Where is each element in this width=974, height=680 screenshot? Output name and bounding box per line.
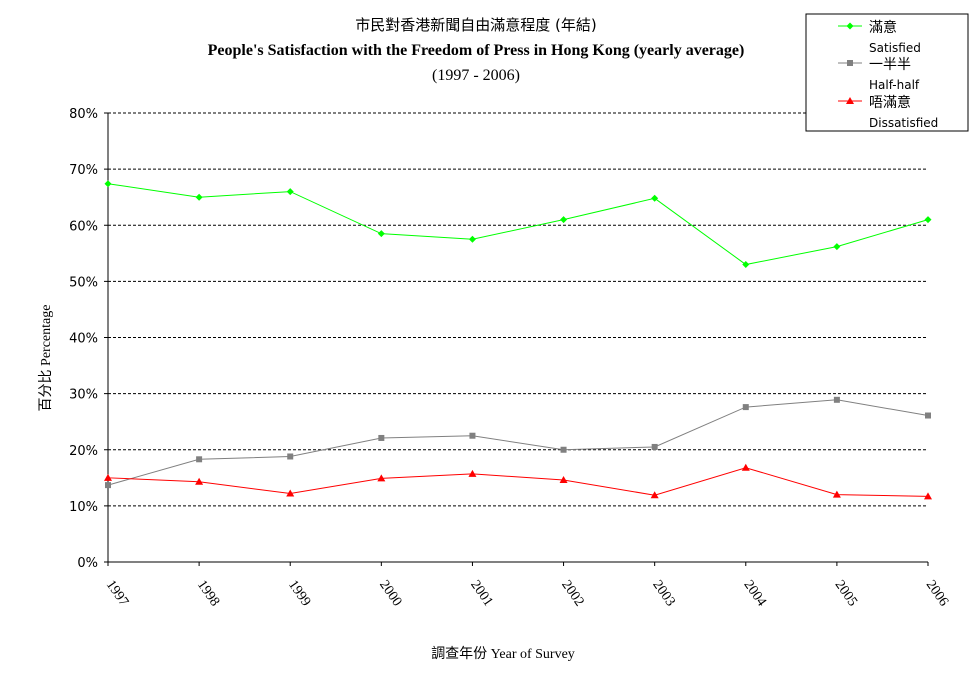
x-tick-label: 2000 (376, 578, 404, 610)
legend-label-zh: 一半半 (869, 57, 911, 73)
data-point (560, 216, 568, 224)
chart-subtitle: (1997 - 2006) (432, 67, 520, 84)
data-point (924, 492, 932, 500)
legend-label-zh: 滿意 (869, 19, 897, 36)
legend-label-en: Half-half (869, 78, 920, 92)
x-tick-label: 2002 (558, 578, 586, 610)
series-satisfied (104, 180, 932, 269)
data-point (742, 404, 749, 411)
legend-swatch-marker (846, 22, 854, 30)
legend-box (805, 13, 969, 132)
data-point (378, 434, 385, 441)
x-tick-label: 1999 (285, 578, 313, 610)
data-point (924, 216, 932, 224)
y-axis-title: 百分比 Percentage (38, 305, 54, 412)
data-point (469, 432, 476, 439)
series-half-half (105, 396, 931, 489)
series-dissatisfied (104, 463, 932, 500)
y-tick-label: 60% (69, 219, 98, 234)
x-axis-ticks: 1997 1998 1999 2000 2001 2002 2003 2004 2005 2006 (103, 562, 951, 609)
data-point (377, 474, 386, 482)
data-point (196, 456, 203, 463)
data-point (468, 469, 477, 477)
y-tick-label: 10% (69, 500, 98, 515)
legend-label-en: Dissatisfied (869, 116, 938, 130)
data-point (287, 453, 294, 460)
y-tick-label: 30% (69, 388, 98, 403)
data-point (741, 463, 750, 471)
series-line (107, 183, 929, 266)
data-point (833, 396, 840, 403)
y-tick-label: 70% (69, 163, 98, 178)
legend-items: 滿意 Satisfied 一半半 Half-half 唔滿意 Dissatisfied (838, 19, 938, 130)
data-point (286, 188, 294, 196)
data-point (286, 489, 295, 497)
x-tick-label: 1998 (194, 578, 222, 610)
series-line (107, 399, 929, 486)
data-point (559, 476, 568, 484)
x-axis-title: 調查年份 Year of Survey (431, 646, 575, 662)
data-point (925, 412, 931, 419)
data-point (651, 443, 658, 450)
data-point (832, 490, 841, 498)
data-point (377, 230, 385, 238)
x-tick-label: 2006 (923, 578, 951, 610)
legend-label-en: Satisfied (869, 41, 921, 55)
y-tick-label: 20% (69, 444, 98, 459)
data-point (560, 446, 567, 453)
x-tick-label: 1997 (103, 578, 131, 610)
gridlines (108, 112, 928, 507)
y-tick-label: 80% (69, 107, 98, 122)
legend-label-zh: 唔滿意 (869, 94, 911, 111)
y-tick-label: 0% (77, 556, 98, 571)
x-tick-label: 2001 (467, 578, 495, 610)
y-tick-label: 50% (69, 275, 98, 290)
data-point (104, 473, 112, 481)
legend-swatch-marker (846, 97, 854, 104)
legend-swatch-marker (847, 60, 853, 66)
data-point (105, 482, 111, 489)
data-point (104, 180, 112, 188)
y-axis-ticks: 0% 10% 20% 30% 40% 50% 60% 70% 80% (69, 107, 108, 571)
data-point (650, 491, 659, 499)
chart-title: People's Satisfaction with the Freedom o… (208, 42, 745, 59)
data-point (195, 193, 203, 201)
data-point (833, 243, 841, 251)
chart-title-zh: 市民對香港新聞自由滿意程度 (年結) (355, 16, 596, 34)
y-tick-label: 40% (69, 332, 98, 347)
series-line (107, 467, 929, 497)
data-point (742, 261, 750, 269)
x-tick-label: 2003 (649, 578, 677, 610)
legend: 滿意 Satisfied 一半半 Half-half 唔滿意 Dissatisfied (805, 13, 969, 132)
series-layer (104, 180, 932, 500)
x-tick-label: 2005 (832, 578, 860, 610)
data-point (195, 477, 204, 485)
data-point (651, 194, 659, 202)
data-point (468, 235, 476, 243)
x-tick-label: 2004 (741, 578, 769, 610)
